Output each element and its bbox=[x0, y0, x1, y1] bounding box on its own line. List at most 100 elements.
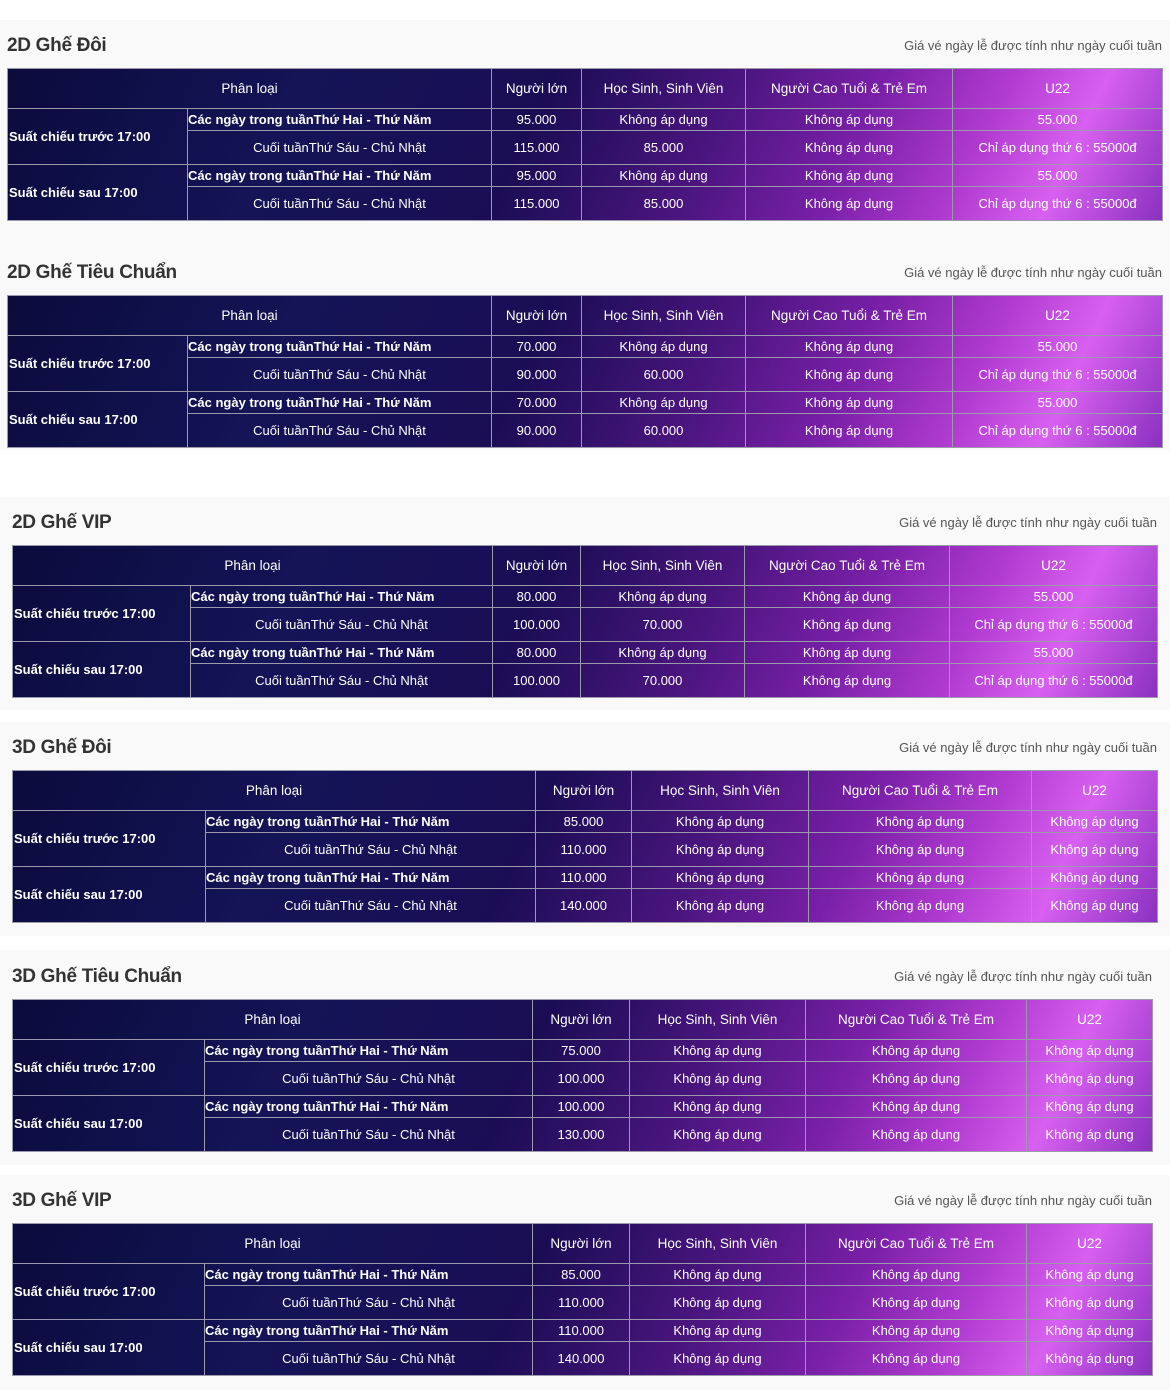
header-cell: Phân loại bbox=[11, 770, 537, 811]
table-row: Cuối tuầnThứ Sáu - Chủ Nhật 110.000 Không … bbox=[13, 832, 1159, 867]
day-type-cell: Các ngày trong tuầnThứ Hai - Thứ Năm bbox=[189, 585, 494, 608]
price-cell: 85.000 bbox=[581, 130, 747, 165]
price-cell: 70.000 bbox=[491, 335, 583, 358]
showtime-cell: Suất chiếu trước 17:00 bbox=[7, 108, 188, 165]
showtime-cell: Suất chiếu sau 17:00 bbox=[12, 866, 206, 923]
day-type-cell: Các ngày trong tuầnThứ Hai - Thứ Năm bbox=[203, 1319, 534, 1342]
showtime-cell: Suất chiếu trước 17:00 bbox=[12, 1263, 205, 1320]
day-type-cell: Các ngày trong tuầnThứ Hai - Thứ Năm bbox=[204, 810, 537, 833]
table-row: Suất chiếu trước 17:00 Các ngày trong tuầ… bbox=[12, 585, 1159, 642]
price-cell: 85.000 bbox=[535, 810, 633, 833]
price-cell: Không áp dụng bbox=[805, 1095, 1028, 1118]
price-cell: Không áp dụng bbox=[745, 357, 954, 392]
header-cell: U22 bbox=[952, 68, 1164, 109]
price-cell: 70.000 bbox=[491, 391, 583, 414]
showtime-cell: Suất chiếu sau 17:00 bbox=[12, 1095, 205, 1152]
price-cell: Không áp dụng bbox=[744, 641, 951, 664]
holiday-note: Giá vé ngày lễ được tính như ngày cuối t… bbox=[899, 515, 1157, 530]
header-cell: Người Cao Tuổi & Trẻ Em bbox=[805, 999, 1028, 1040]
section-title: 3D Ghế VIP bbox=[12, 1190, 112, 1211]
price-cell: 100.000 bbox=[532, 1061, 631, 1096]
price-cell: Không áp dụng bbox=[744, 663, 951, 698]
price-table: Phân loại Người lớn Học Sinh, Sinh Viên Ngư… bbox=[6, 68, 1164, 221]
day-type-cell: Các ngày trong tuầnThứ Hai - Thứ Năm bbox=[204, 866, 537, 889]
header-row: Phân loại Người lớn Học Sinh, Sinh Viên Ngư… bbox=[11, 999, 1154, 1040]
showtime-cell: Suất chiếu sau 17:00 bbox=[12, 1319, 205, 1376]
price-cell: Không áp dụng bbox=[745, 130, 954, 165]
price-cell: Không áp dụng bbox=[1031, 866, 1159, 889]
price-cell: Không áp dụng bbox=[805, 1263, 1028, 1286]
price-cell: Không áp dụng bbox=[1026, 1319, 1154, 1342]
showtime-cell: Suất chiếu sau 17:00 bbox=[7, 391, 188, 448]
price-cell: Không áp dụng bbox=[805, 1319, 1028, 1342]
price-cell: Không áp dụng bbox=[629, 1039, 807, 1062]
price-cell: Không áp dụng bbox=[631, 888, 810, 923]
price-table: Phân loại Người lớn Học Sinh, Sinh Viên Ngư… bbox=[11, 545, 1159, 698]
price-cell: Không áp dụng bbox=[805, 1117, 1028, 1152]
day-type-cell: Các ngày trong tuầnThứ Hai - Thứ Năm bbox=[186, 164, 493, 187]
price-cell: Không áp dụng bbox=[1031, 832, 1159, 867]
showtime-cell: Suất chiếu trước 17:00 bbox=[12, 585, 191, 642]
section-title: 2D Ghế VIP bbox=[12, 512, 112, 533]
table-row: Suất chiếu sau 17:00 Các ngày trong tuầnT… bbox=[12, 866, 1159, 923]
day-type-cell: Cuối tuầnThứ Sáu - Chủ Nhật bbox=[189, 663, 494, 698]
day-type-cell: Cuối tuầnThứ Sáu - Chủ Nhật bbox=[186, 413, 493, 448]
price-cell: Không áp dụng bbox=[1031, 888, 1159, 923]
table-row: Cuối tuầnThứ Sáu - Chủ Nhật 140.000 Không … bbox=[13, 1341, 1154, 1376]
price-cell: 80.000 bbox=[492, 585, 582, 608]
price-cell: 130.000 bbox=[532, 1117, 631, 1152]
table-row: Suất chiếu sau 17:00 Các ngày trong tuầnT… bbox=[7, 391, 1164, 448]
price-cell: 55.000 bbox=[949, 641, 1159, 664]
header-cell: U22 bbox=[1031, 770, 1159, 811]
price-cell: Không áp dụng bbox=[581, 391, 747, 414]
price-cell: 70.000 bbox=[580, 663, 746, 698]
price-cell: Không áp dụng bbox=[629, 1319, 807, 1342]
header-cell: Học Sinh, Sinh Viên bbox=[629, 999, 807, 1040]
price-cell: Chỉ áp dụng thứ 6 : 55000đ bbox=[952, 357, 1164, 392]
price-cell: Không áp dụng bbox=[745, 391, 954, 414]
price-cell: Không áp dụng bbox=[744, 607, 951, 642]
price-cell: 60.000 bbox=[581, 357, 747, 392]
price-cell: Không áp dụng bbox=[1026, 1039, 1154, 1062]
price-cell: 90.000 bbox=[491, 413, 583, 448]
price-cell: Chỉ áp dụng thứ 6 : 55000đ bbox=[949, 663, 1159, 698]
table-row: Suất chiếu trước 17:00 Các ngày trong tuầ… bbox=[7, 108, 1164, 165]
price-cell: 110.000 bbox=[535, 866, 633, 889]
price-cell: Không áp dụng bbox=[1026, 1117, 1154, 1152]
price-cell: Không áp dụng bbox=[581, 108, 747, 131]
day-type-cell: Các ngày trong tuầnThứ Hai - Thứ Năm bbox=[186, 108, 493, 131]
day-type-cell: Các ngày trong tuầnThứ Hai - Thứ Năm bbox=[186, 335, 493, 358]
showtime-cell: Suất chiếu trước 17:00 bbox=[12, 810, 206, 867]
header-cell: Người lớn bbox=[491, 68, 583, 109]
section-title: 2D Ghế Đôi bbox=[7, 35, 107, 56]
price-cell: Không áp dụng bbox=[629, 1095, 807, 1118]
table-row: Cuối tuầnThứ Sáu - Chủ Nhật 100.000 70.000… bbox=[13, 607, 1159, 642]
header-cell: Học Sinh, Sinh Viên bbox=[631, 770, 810, 811]
holiday-note: Giá vé ngày lễ được tính như ngày cuối t… bbox=[894, 969, 1152, 984]
table-row: Suất chiếu sau 17:00 Các ngày trong tuầnT… bbox=[12, 641, 1159, 698]
day-type-cell: Cuối tuầnThứ Sáu - Chủ Nhật bbox=[186, 357, 493, 392]
price-cell: Không áp dụng bbox=[631, 832, 810, 867]
table-row: Suất chiếu trước 17:00 Các ngày trong tuầ… bbox=[7, 335, 1164, 392]
price-cell: Không áp dụng bbox=[631, 810, 810, 833]
price-cell: Không áp dụng bbox=[1031, 810, 1159, 833]
price-table: Phân loại Người lớn Học Sinh, Sinh Viên Ngư… bbox=[11, 1223, 1154, 1376]
table-row: Suất chiếu trước 17:00 Các ngày trong tuầ… bbox=[12, 810, 1159, 867]
price-table: Phân loại Người lớn Học Sinh, Sinh Viên Ngư… bbox=[6, 295, 1164, 448]
price-cell: 95.000 bbox=[491, 108, 583, 131]
day-type-cell: Cuối tuầnThứ Sáu - Chủ Nhật bbox=[186, 130, 493, 165]
day-type-cell: Cuối tuầnThứ Sáu - Chủ Nhật bbox=[203, 1117, 534, 1152]
price-cell: 80.000 bbox=[492, 641, 582, 664]
price-cell: 55.000 bbox=[952, 164, 1164, 187]
price-cell: Không áp dụng bbox=[808, 810, 1033, 833]
price-cell: 75.000 bbox=[532, 1039, 631, 1062]
header-cell: Học Sinh, Sinh Viên bbox=[629, 1223, 807, 1264]
price-cell: 140.000 bbox=[535, 888, 633, 923]
price-cell: 100.000 bbox=[492, 663, 582, 698]
header-cell: Người lớn bbox=[532, 999, 631, 1040]
day-type-cell: Cuối tuầnThứ Sáu - Chủ Nhật bbox=[186, 186, 493, 221]
header-cell: Học Sinh, Sinh Viên bbox=[580, 545, 746, 586]
holiday-note: Giá vé ngày lễ được tính như ngày cuối t… bbox=[894, 1193, 1152, 1208]
price-cell: Không áp dụng bbox=[808, 866, 1033, 889]
price-cell: Không áp dụng bbox=[744, 585, 951, 608]
